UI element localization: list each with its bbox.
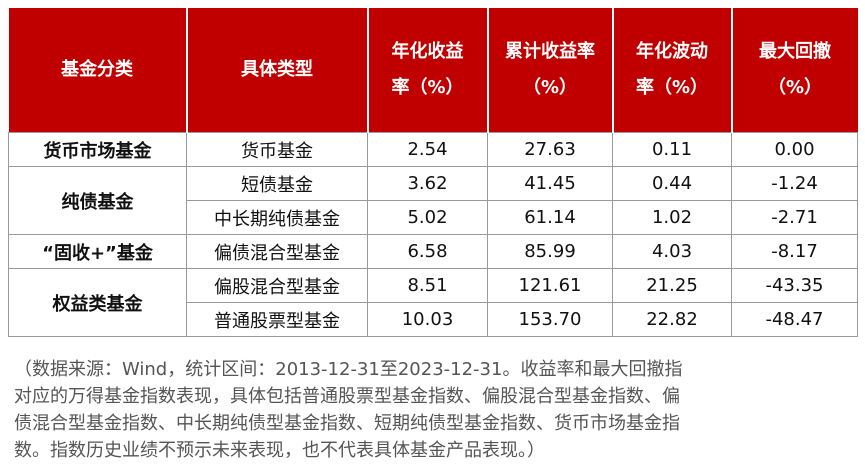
note-line: 数。指数历史业绩不预示未来表现，也不代表具体基金产品表现。） (14, 440, 545, 461)
fund-type: 偏股混合型基金 (186, 268, 368, 303)
value-cell: 153.70 (487, 302, 613, 337)
fund-category: 纯债基金 (8, 166, 187, 235)
header-text: 年化收益 (391, 41, 464, 62)
fund-table: 基金分类 具体类型 年化收益 率（%） 累计收益率 （%） 年化波动 率（%） 最大回撤 （%） … (8, 8, 858, 337)
fund-type: 货币基金 (186, 132, 368, 167)
fund-type: 普通股票型基金 (186, 302, 368, 337)
value-cell: 8.51 (367, 268, 488, 303)
header-row: 基金分类 具体类型 年化收益率（%） 累计收益率 （%） 年化波动率（%） 最大回撤 （%） (8, 8, 858, 133)
table-row: “固收+”基金 偏债混合型基金 6.58 85.99 4.03 -8.17 (8, 234, 858, 269)
table-row: 中长期纯债基金 5.02 61.14 1.02 -2.71 (9, 200, 858, 235)
value-cell: 0.00 (731, 132, 858, 167)
value-cell: 85.99 (487, 234, 613, 269)
header-text: 基金分类 (61, 59, 133, 80)
value-cell: -43.35 (731, 268, 858, 303)
value-cell: -1.24 (731, 166, 858, 201)
table-row: 货币市场基金 货币基金 2.54 27.63 0.11 0.00 (8, 132, 858, 167)
table-row: 纯债基金 短债基金 3.62 41.45 0.44 -1.24 (8, 166, 858, 235)
value-cell: 21.25 (612, 268, 732, 303)
fund-type: 中长期纯债基金 (186, 200, 368, 235)
header-text: （%） (522, 77, 578, 98)
header-text: 累计收益率 (505, 41, 595, 62)
header-text: 率（%） (391, 77, 464, 98)
header-text: 最大回撤 (759, 41, 831, 62)
fund-category: 权益类基金 (8, 268, 187, 337)
value-cell: -8.17 (731, 234, 858, 269)
header-cell: 年化波动率（%） (611, 8, 732, 133)
header-text: 率（%） (635, 77, 709, 98)
value-cell: 5.02 (367, 200, 488, 235)
value-cell: 1.02 (612, 200, 732, 235)
header-cell: 年化收益率（%） (366, 8, 488, 133)
header-text: 具体类型 (241, 59, 313, 80)
header-cell: 基金分类 (8, 8, 187, 133)
fund-category: “固收+”基金 (8, 234, 187, 269)
value-cell: 27.63 (487, 132, 613, 167)
note-line: （数据来源：Wind，统计区间：2013-12-31至2023-12-31。收益… (14, 359, 683, 380)
table-body: 货币市场基金 货币基金 2.54 27.63 0.11 0.00 纯债基金 短债基金 3.62 4… (8, 132, 858, 337)
note-line: 对应的万得基金指数表现，具体包括普通股票型基金指数、偏股混合型基金指数、偏 (14, 386, 680, 407)
table-row: 普通股票型基金 10.03 153.70 22.82 -48.47 (9, 302, 858, 337)
value-cell: 2.54 (367, 132, 488, 167)
value-cell: -48.47 (731, 302, 858, 337)
note-line: 债混合型基金指数、中长期纯债型基金指数、短期纯债型基金指数、货币市场基金指 (14, 413, 680, 434)
table-row: 权益类基金 偏股混合型基金 8.51 121.61 21.25 -43.35 (8, 268, 858, 337)
fund-category: 货币市场基金 (8, 132, 187, 167)
value-cell: 61.14 (487, 200, 613, 235)
value-cell: 121.61 (487, 268, 613, 303)
value-cell: 3.62 (367, 166, 488, 201)
value-cell: 0.11 (612, 132, 732, 167)
fund-type: 偏债混合型基金 (186, 234, 368, 269)
header-cell: 累计收益率 （%） (486, 8, 613, 133)
value-cell: 41.45 (487, 166, 613, 201)
header-text: 年化波动 (636, 41, 708, 62)
footnote: （数据来源：Wind，统计区间：2013-12-31至2023-12-31。收益… (14, 356, 859, 464)
value-cell: 22.82 (612, 302, 732, 337)
value-cell: 4.03 (612, 234, 732, 269)
value-cell: 0.44 (612, 166, 732, 201)
fund-type: 短债基金 (186, 166, 368, 201)
value-cell: 10.03 (367, 302, 488, 337)
header-text: （%） (767, 77, 823, 98)
value-cell: 6.58 (367, 234, 488, 269)
header-cell: 最大回撤 （%） (730, 8, 858, 133)
header-cell: 具体类型 (185, 8, 368, 133)
value-cell: -2.71 (731, 200, 858, 235)
